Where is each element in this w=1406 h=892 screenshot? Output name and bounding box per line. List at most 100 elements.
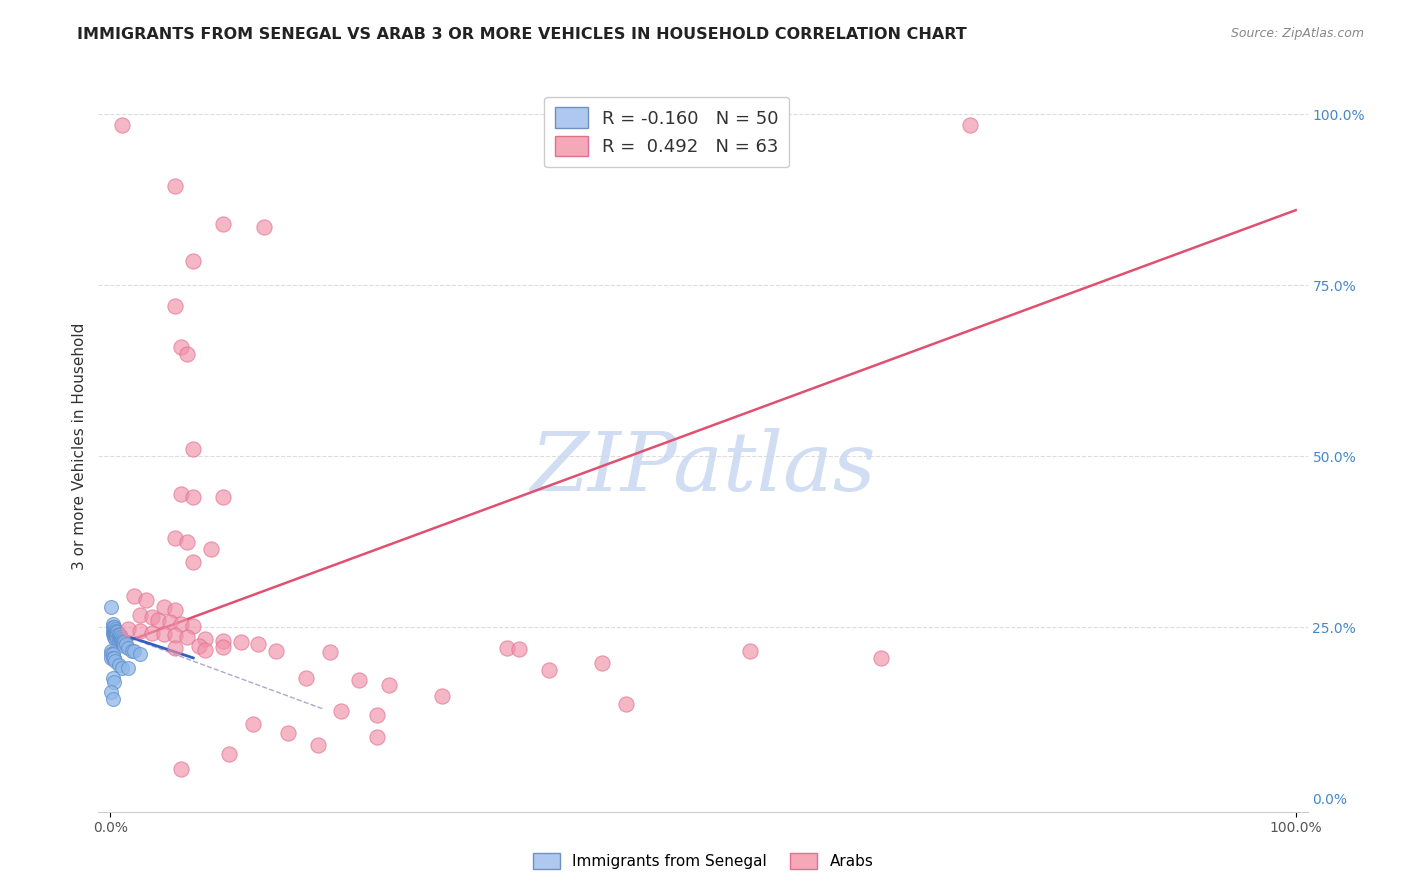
Point [229,635,252,649]
Point [105,627,128,641]
Point [181,254,204,268]
Point [105,624,128,638]
Point [212,633,235,648]
Point [277,726,299,740]
Point [104,622,127,636]
Point [103,651,125,665]
Point [146,613,169,627]
Legend: Immigrants from Senegal, Arabs: Immigrants from Senegal, Arabs [526,847,880,875]
Point [330,704,353,718]
Point [117,640,139,655]
Point [135,592,157,607]
Point [129,648,152,662]
Point [141,610,163,624]
Point [101,624,124,638]
Y-axis label: 3 or more Vehicles in Household: 3 or more Vehicles in Household [72,322,87,570]
Point [170,487,193,501]
Point [114,635,136,649]
Point [141,625,163,640]
Point [129,624,152,638]
Point [103,627,125,641]
Text: Source: ZipAtlas.com: Source: ZipAtlas.com [1230,27,1364,40]
Point [103,620,125,634]
Point [129,607,152,622]
Point [347,673,370,687]
Point [194,642,217,657]
Point [100,599,122,614]
Point [101,651,124,665]
Point [181,555,204,569]
Point [212,640,235,654]
Point [114,639,136,653]
Point [111,118,134,132]
Point [108,628,131,642]
Point [496,640,519,655]
Point [100,648,122,662]
Point [107,657,129,672]
Point [101,620,124,634]
Point [107,627,129,641]
Point [152,599,174,614]
Point [188,639,211,653]
Point [110,631,132,645]
Point [159,615,181,629]
Point [100,685,122,699]
Legend: R = -0.160   N = 50, R =  0.492   N = 63: R = -0.160 N = 50, R = 0.492 N = 63 [544,96,789,167]
Point [200,541,222,556]
Point [101,616,124,631]
Point [165,299,187,313]
Point [122,590,145,604]
Point [959,118,981,132]
Point [181,442,204,457]
Point [122,644,145,658]
Point [378,678,401,692]
Point [104,632,127,646]
Point [104,628,127,642]
Text: ZIPatlas: ZIPatlas [530,428,876,508]
Point [242,717,264,731]
Point [112,633,135,648]
Point [152,627,174,641]
Point [194,632,217,647]
Point [537,663,560,677]
Point [247,636,270,650]
Point [432,689,454,703]
Point [366,730,388,744]
Point [176,631,198,645]
Point [318,645,340,659]
Point [110,633,132,648]
Point [869,651,891,665]
Point [100,651,122,665]
Point [165,179,187,194]
Point [111,661,134,675]
Point [117,661,139,675]
Point [112,637,135,651]
Point [100,644,122,658]
Point [264,644,287,658]
Point [111,632,134,647]
Point [170,340,193,354]
Point [614,697,637,711]
Point [107,633,129,648]
Point [108,632,131,646]
Point [253,220,276,235]
Point [295,672,318,686]
Point [591,656,613,670]
Point [307,738,329,752]
Point [165,603,187,617]
Point [103,674,125,689]
Point [212,217,235,231]
Point [101,672,124,686]
Point [101,692,124,706]
Point [104,654,127,668]
Point [105,628,128,642]
Text: IMMIGRANTS FROM SENEGAL VS ARAB 3 OR MORE VEHICLES IN HOUSEHOLD CORRELATION CHAR: IMMIGRANTS FROM SENEGAL VS ARAB 3 OR MOR… [77,27,967,42]
Point [366,707,388,722]
Point [165,531,187,545]
Point [181,619,204,633]
Point [176,347,198,361]
Point [105,631,128,645]
Point [740,644,762,658]
Point [103,631,125,645]
Point [170,762,193,776]
